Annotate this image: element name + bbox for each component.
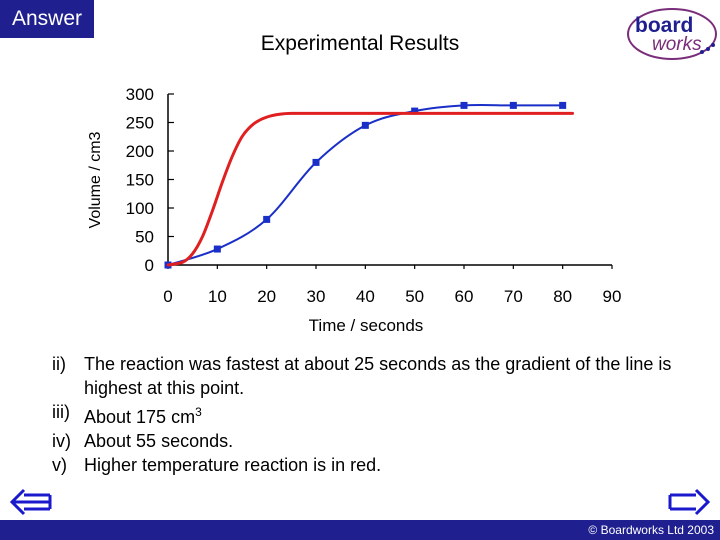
x-tick-label: 50 [405,287,424,306]
x-tick-label: 30 [307,287,326,306]
arrow-right-icon[interactable] [668,486,710,518]
chart-title: Experimental Results [260,32,460,55]
answer-number: iv) [52,431,71,451]
answer-number: v) [52,455,67,475]
x-tick-label: 80 [553,287,572,306]
answer-text: The reaction was fastest at about 25 sec… [84,354,672,398]
x-tick-label: 70 [504,287,523,306]
answers-list: ii) The reaction was fastest at about 25… [52,352,692,477]
x-tick-label: 40 [356,287,375,306]
y-tick-label: 250 [126,114,154,133]
arrow-left-icon[interactable] [10,486,52,518]
x-tick-label: 90 [603,287,622,306]
logo-bottom-text: works [652,34,702,55]
data-point [559,101,567,109]
y-axis-label: Volume / cm3 [87,131,104,228]
x-tick-label: 0 [163,287,172,306]
logo-top-text: board [635,14,693,37]
y-tick-label: 100 [126,199,154,218]
answer-text: About 55 seconds. [84,431,234,451]
answer-superscript: 3 [195,405,202,419]
data-point [312,158,320,166]
x-axis-label: Time / seconds [309,316,424,335]
answer-number: iii) [52,402,70,422]
y-tick-label: 300 [126,85,154,104]
answer-item: v) Higher temperature reaction is in red… [52,453,692,477]
x-tick-label: 10 [208,287,227,306]
answer-item: ii) The reaction was fastest at about 25… [52,352,692,400]
answer-label: Answer [0,0,94,38]
answer-item: iii) About 175 cm3 [52,400,692,429]
data-point [460,101,468,109]
data-point [509,101,517,109]
y-tick-label: 0 [145,256,154,275]
series-line-blue [167,103,564,266]
x-tick-label: 20 [257,287,276,306]
answer-item: iv) About 55 seconds. [52,429,692,453]
footer-bar [0,520,720,540]
series-line-red [166,111,575,267]
data-point [263,215,271,223]
data-point [361,121,369,129]
copyright-text: © Boardworks Ltd 2003 [588,523,714,537]
answer-text: Higher temperature reaction is in red. [84,455,382,475]
data-point [411,107,419,115]
x-tick-label: 60 [455,287,474,306]
answer-number: ii) [52,354,66,374]
y-tick-label: 200 [126,142,154,161]
y-tick-label: 50 [135,228,154,247]
y-tick-label: 150 [126,171,154,190]
boardworks-logo: board works [627,8,717,60]
data-point [213,245,221,253]
answer-text: About 175 cm [84,407,196,427]
